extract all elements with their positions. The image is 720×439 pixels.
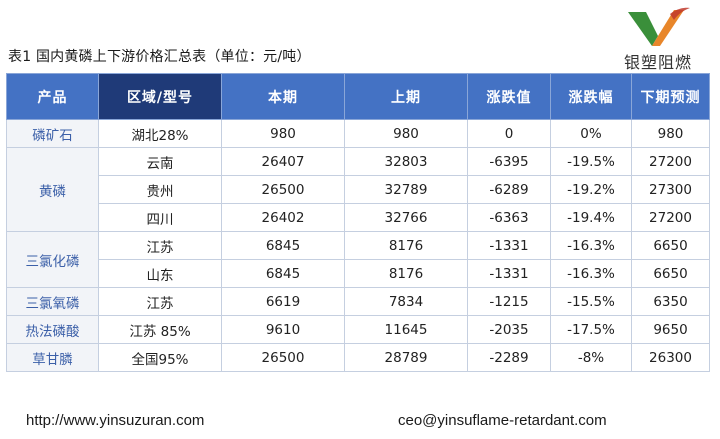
change-cell: -2289 — [467, 343, 551, 372]
region-cell: 湖北28% — [98, 119, 222, 148]
table-row: 草甘膦 全国95% 26500 28789 -2289 -8% 26300 — [6, 343, 710, 372]
change-cell: -2035 — [467, 315, 551, 344]
change-pct-cell: -16.3% — [550, 231, 632, 260]
website-url[interactable]: http://www.yinsuzuran.com — [26, 412, 205, 429]
change-cell: -6395 — [467, 147, 551, 176]
region-cell: 江苏 — [98, 287, 222, 316]
change-pct-cell: -8% — [550, 343, 632, 372]
previous-cell: 32789 — [344, 175, 468, 204]
forecast-cell: 26300 — [631, 343, 710, 372]
table-title: 表1 国内黄磷上下游价格汇总表（单位：元/吨） — [8, 49, 311, 65]
header-region: 区域/型号 — [98, 73, 222, 120]
forecast-cell: 27200 — [631, 147, 710, 176]
change-pct-cell: -19.2% — [550, 175, 632, 204]
table-header-row: 产品 区域/型号 本期 上期 涨跌值 涨跌幅 下期预测 — [6, 73, 710, 120]
forecast-cell: 6650 — [631, 231, 710, 260]
region-cell: 江苏 85% — [98, 315, 222, 344]
current-cell: 26402 — [221, 203, 345, 232]
forecast-cell: 27300 — [631, 175, 710, 204]
region-cell: 全国95% — [98, 343, 222, 372]
table-row: 磷矿石 湖北28% 980 980 0 0% 980 — [6, 119, 710, 148]
change-pct-cell: -19.5% — [550, 147, 632, 176]
forecast-cell: 9650 — [631, 315, 710, 344]
current-cell: 980 — [221, 119, 345, 148]
table-row: 三氯氧磷 江苏 6619 7834 -1215 -15.5% 6350 — [6, 287, 710, 316]
company-logo: 银塑阻燃 — [606, 6, 710, 72]
table-row: 三氯化磷 江苏 6845 8176 -1331 -16.3% 6650 — [6, 231, 710, 288]
table-row: 四川 26402 32766 -6363 -19.4% 27200 — [7, 203, 710, 232]
region-cell: 江苏 — [98, 231, 222, 260]
forecast-cell: 6350 — [631, 287, 710, 316]
change-cell: -6289 — [467, 175, 551, 204]
forecast-cell: 27200 — [631, 203, 710, 232]
current-cell: 26500 — [221, 343, 345, 372]
forecast-cell: 6650 — [631, 259, 710, 288]
product-cell: 黄磷 — [6, 147, 99, 232]
change-pct-cell: -17.5% — [550, 315, 632, 344]
product-cell: 磷矿石 — [6, 119, 99, 148]
region-cell: 云南 — [98, 147, 222, 176]
current-cell: 26500 — [221, 175, 345, 204]
header-product: 产品 — [6, 73, 99, 120]
region-cell: 山东 — [98, 259, 222, 288]
region-cell: 四川 — [98, 203, 222, 232]
product-cell: 热法磷酸 — [6, 315, 99, 344]
previous-cell: 28789 — [344, 343, 468, 372]
current-cell: 6619 — [221, 287, 345, 316]
header-previous: 上期 — [344, 73, 468, 120]
region-cell: 贵州 — [98, 175, 222, 204]
logo-text: 银塑阻燃 — [623, 53, 692, 72]
table-row: 热法磷酸 江苏 85% 9610 11645 -2035 -17.5% 9650 — [6, 315, 710, 344]
contact-email[interactable]: ceo@yinsuflame-retardant.com — [398, 412, 607, 429]
table-row: 贵州 26500 32789 -6289 -19.2% 27300 — [7, 175, 710, 204]
change-cell: 0 — [467, 119, 551, 148]
change-cell: -1215 — [467, 287, 551, 316]
header-change: 涨跌值 — [467, 73, 551, 120]
logo-v-icon — [628, 7, 690, 46]
current-cell: 26407 — [221, 147, 345, 176]
previous-cell: 7834 — [344, 287, 468, 316]
header-current: 本期 — [221, 73, 345, 120]
change-pct-cell: -19.4% — [550, 203, 632, 232]
change-cell: -6363 — [467, 203, 551, 232]
forecast-cell: 980 — [631, 119, 710, 148]
previous-cell: 11645 — [344, 315, 468, 344]
previous-cell: 32803 — [344, 147, 468, 176]
header-forecast: 下期预测 — [631, 73, 710, 120]
product-cell: 草甘膦 — [6, 343, 99, 372]
table-row: 山东 6845 8176 -1331 -16.3% 6650 — [7, 259, 710, 288]
table-row: 黄磷 云南 26407 32803 -6395 -19.5% 27200 — [6, 147, 710, 232]
current-cell: 9610 — [221, 315, 345, 344]
product-cell: 三氯氧磷 — [6, 287, 99, 316]
change-pct-cell: 0% — [550, 119, 632, 148]
previous-cell: 8176 — [344, 231, 468, 260]
previous-cell: 32766 — [344, 203, 468, 232]
change-cell: -1331 — [467, 259, 551, 288]
current-cell: 6845 — [221, 231, 345, 260]
current-cell: 6845 — [221, 259, 345, 288]
product-cell: 三氯化磷 — [6, 231, 99, 288]
previous-cell: 980 — [344, 119, 468, 148]
price-summary-table: 产品 区域/型号 本期 上期 涨跌值 涨跌幅 下期预测 磷矿石 湖北28% 98… — [6, 73, 710, 372]
previous-cell: 8176 — [344, 259, 468, 288]
change-cell: -1331 — [467, 231, 551, 260]
change-pct-cell: -16.3% — [550, 259, 632, 288]
change-pct-cell: -15.5% — [550, 287, 632, 316]
header-change-pct: 涨跌幅 — [550, 73, 632, 120]
